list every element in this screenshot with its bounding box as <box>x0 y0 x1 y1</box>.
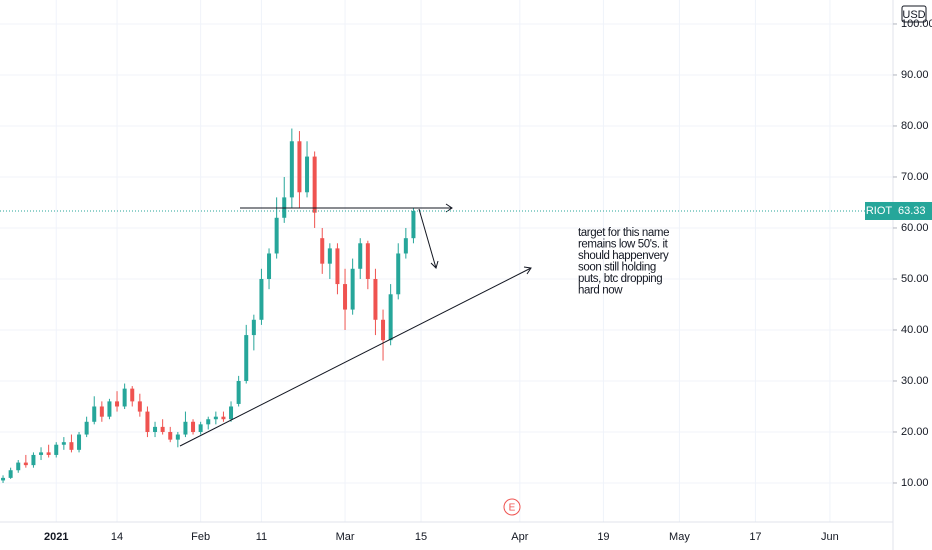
x-tick-label: 19 <box>597 531 609 543</box>
candle-body <box>320 238 325 264</box>
candle-body <box>160 426 165 432</box>
candle-body <box>213 416 218 420</box>
candle-body <box>175 434 180 440</box>
annotation-line: remains low 50's. it <box>578 239 669 251</box>
x-tick-label: 17 <box>749 531 761 543</box>
candle-body <box>92 406 97 422</box>
y-tick-label: 50.00 <box>901 273 929 285</box>
candle-body <box>115 401 120 407</box>
currency-label: USD <box>902 9 925 21</box>
x-tick-label: Mar <box>336 531 355 543</box>
candle-body <box>373 278 378 320</box>
candle-body <box>381 319 386 341</box>
candle-body <box>69 442 74 450</box>
candle-body <box>244 335 249 381</box>
candle-body <box>183 421 188 435</box>
annotation-line: target for this name <box>578 227 669 239</box>
candle-body <box>259 278 264 320</box>
candle-body <box>8 470 13 478</box>
x-tick-label: May <box>669 531 690 543</box>
candle-body <box>137 401 142 412</box>
grid <box>0 0 893 522</box>
candle-body <box>84 421 89 435</box>
x-tick-label: Jun <box>821 531 839 543</box>
target-arrow <box>418 208 437 269</box>
candle-body <box>251 319 256 336</box>
candle-body <box>198 424 203 432</box>
x-tick-label: 2021 <box>44 531 68 543</box>
trend-line <box>179 267 532 447</box>
candle-body <box>221 416 226 420</box>
candle-body <box>107 401 112 417</box>
price-badge <box>893 201 932 220</box>
currency-box[interactable] <box>901 5 927 23</box>
candle-body <box>411 210 416 239</box>
candle-body <box>191 421 196 432</box>
candle-body <box>206 419 211 425</box>
candle-body <box>403 238 408 254</box>
candle-body <box>297 141 302 193</box>
candle-body <box>77 434 82 450</box>
candle-body <box>54 444 59 455</box>
earnings-marker[interactable] <box>503 498 521 516</box>
candles <box>1 128 416 483</box>
candle-body <box>327 248 332 264</box>
annotation-line: puts, btc dropping <box>578 273 662 285</box>
price-label: 63.33 <box>898 205 926 217</box>
candle-body <box>236 380 241 404</box>
y-tick-label: 100.00 <box>901 18 932 30</box>
annotation-line: should happenvery <box>578 250 669 262</box>
candle-body <box>23 462 28 466</box>
x-tick-label: Apr <box>511 531 528 543</box>
annotation-line: hard now <box>578 285 623 297</box>
candle-body <box>168 431 173 440</box>
candle-body <box>312 156 317 213</box>
symbol-label: RIOT <box>866 205 893 217</box>
symbol-badge <box>865 201 893 220</box>
y-tick-label: 80.00 <box>901 120 929 132</box>
candle-body <box>388 294 393 341</box>
x-tick-label: Feb <box>191 531 210 543</box>
candle-body <box>335 248 340 285</box>
y-tick-label: 10.00 <box>901 477 929 489</box>
candle-body <box>99 406 104 417</box>
candle-body <box>145 411 150 432</box>
candle-body <box>274 217 279 254</box>
y-tick-label: 40.00 <box>901 324 929 336</box>
candle-body <box>396 253 401 295</box>
drawings <box>179 203 532 447</box>
candle-body <box>229 406 234 420</box>
earnings-label: E <box>509 503 516 514</box>
y-tick-label: 20.00 <box>901 426 929 438</box>
candle-body <box>153 426 158 432</box>
y-tick-label: 90.00 <box>901 69 929 81</box>
arrow-head <box>523 266 532 275</box>
candle-body <box>350 268 355 310</box>
candle-body <box>31 454 36 466</box>
y-tick-label: 30.00 <box>901 375 929 387</box>
candle-body <box>130 388 135 402</box>
candle-body <box>61 442 66 445</box>
x-tick-label: 15 <box>415 531 427 543</box>
candle-body <box>39 452 44 455</box>
candle-body <box>305 156 310 193</box>
candle-body <box>343 284 348 310</box>
candle-body <box>365 243 370 279</box>
candle-body <box>289 141 294 198</box>
x-tick-label: 11 <box>256 531 267 543</box>
candle-body <box>46 452 51 455</box>
y-tick-label: 70.00 <box>901 171 929 183</box>
y-tick-label: 60.00 <box>901 222 929 234</box>
candle-body <box>122 388 127 407</box>
candle-body <box>16 462 21 471</box>
x-tick-label: 14 <box>111 531 123 543</box>
arrow-head <box>430 260 439 269</box>
annotation-line: soon still holding <box>578 262 656 274</box>
candle-body <box>267 253 272 279</box>
candle-body <box>358 243 363 269</box>
candle-body <box>1 477 6 481</box>
